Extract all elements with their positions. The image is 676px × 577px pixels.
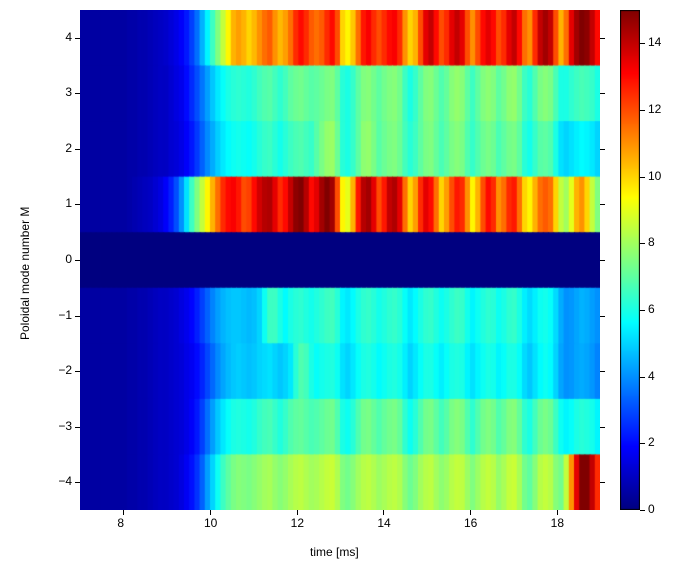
y-tick bbox=[75, 38, 80, 39]
chart-container: Poloidal mode number M time [ms] 8101214… bbox=[0, 0, 676, 577]
colorbar-tick bbox=[640, 377, 645, 378]
y-tick-label: 4 bbox=[52, 30, 72, 44]
y-tick-right bbox=[600, 260, 605, 261]
colorbar-tick-label: 6 bbox=[648, 302, 655, 316]
y-tick bbox=[75, 427, 80, 428]
colorbar-tick bbox=[640, 110, 645, 111]
x-tick-label: 12 bbox=[291, 516, 304, 530]
x-tick-label: 10 bbox=[204, 516, 217, 530]
x-tick-label: 14 bbox=[377, 516, 390, 530]
y-tick bbox=[75, 260, 80, 261]
y-tick-right bbox=[600, 38, 605, 39]
x-tick bbox=[383, 510, 384, 515]
y-tick-right bbox=[600, 93, 605, 94]
colorbar-tick bbox=[640, 43, 645, 44]
y-tick-label: 0 bbox=[52, 252, 72, 266]
y-tick-right bbox=[600, 316, 605, 317]
x-tick bbox=[210, 510, 211, 515]
x-tick-label: 16 bbox=[464, 516, 477, 530]
colorbar-tick bbox=[640, 510, 645, 511]
y-tick-right bbox=[600, 427, 605, 428]
x-tick bbox=[470, 510, 471, 515]
colorbar-tick bbox=[640, 310, 645, 311]
x-tick bbox=[123, 510, 124, 515]
y-tick bbox=[75, 204, 80, 205]
y-tick-label: −4 bbox=[52, 474, 72, 488]
colorbar-tick-label: 2 bbox=[648, 435, 655, 449]
colorbar-tick-label: 8 bbox=[648, 235, 655, 249]
y-tick-label: 2 bbox=[52, 141, 72, 155]
y-tick bbox=[75, 316, 80, 317]
colorbar-tick-label: 0 bbox=[648, 502, 655, 516]
colorbar-canvas bbox=[620, 10, 640, 510]
y-tick-right bbox=[600, 149, 605, 150]
y-tick-label: 1 bbox=[52, 196, 72, 210]
y-tick-label: −1 bbox=[52, 308, 72, 322]
y-tick bbox=[75, 149, 80, 150]
y-tick bbox=[75, 482, 80, 483]
y-tick-right bbox=[600, 482, 605, 483]
x-tick bbox=[297, 510, 298, 515]
colorbar-tick-label: 14 bbox=[648, 35, 661, 49]
x-tick-label: 18 bbox=[551, 516, 564, 530]
y-axis-label: Poloidal mode number M bbox=[18, 207, 32, 340]
colorbar-tick-label: 10 bbox=[648, 169, 661, 183]
y-tick bbox=[75, 93, 80, 94]
y-tick-label: −3 bbox=[52, 419, 72, 433]
colorbar-tick bbox=[640, 177, 645, 178]
colorbar-tick-label: 12 bbox=[648, 102, 661, 116]
x-axis-label: time [ms] bbox=[310, 545, 359, 559]
colorbar-tick bbox=[640, 243, 645, 244]
heatmap-canvas bbox=[80, 10, 600, 510]
y-tick-right bbox=[600, 371, 605, 372]
colorbar-tick bbox=[640, 443, 645, 444]
x-tick bbox=[557, 510, 558, 515]
y-tick bbox=[75, 371, 80, 372]
y-tick-right bbox=[600, 204, 605, 205]
colorbar-tick-label: 4 bbox=[648, 369, 655, 383]
y-tick-label: −2 bbox=[52, 363, 72, 377]
y-tick-label: 3 bbox=[52, 85, 72, 99]
x-tick-label: 8 bbox=[117, 516, 124, 530]
